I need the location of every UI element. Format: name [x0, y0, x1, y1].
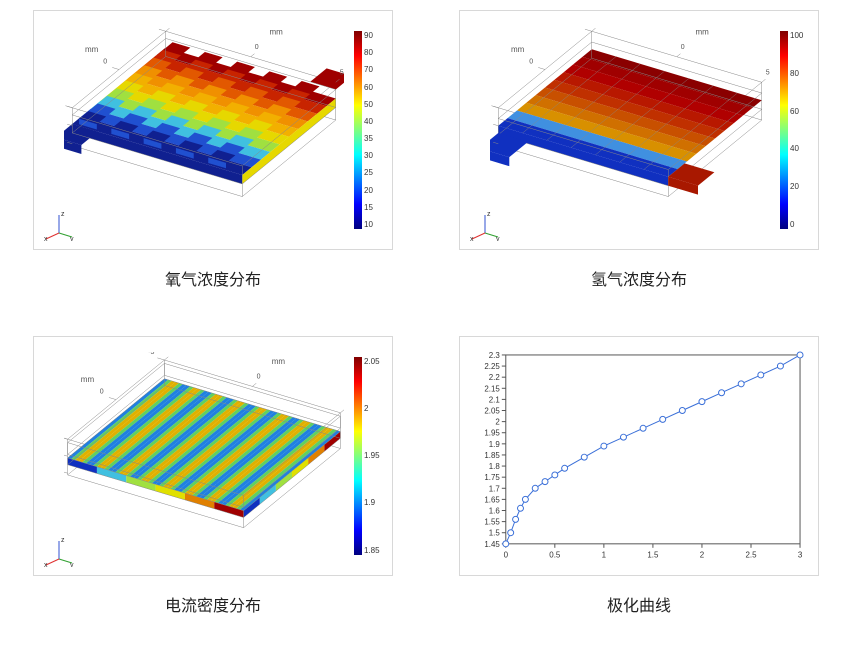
svg-text:2.3: 2.3: [489, 350, 501, 359]
colorbar-current-bar: [354, 357, 362, 555]
plot-h2: mmmm-505-505mm123 100806040200 z y x: [459, 10, 819, 250]
colorbar-o2-ticks: 908070605040353025201510: [364, 31, 373, 229]
svg-text:1.5: 1.5: [489, 528, 501, 537]
caption-h2: 氢气浓度分布: [591, 266, 687, 290]
svg-text:2.15: 2.15: [484, 384, 500, 393]
svg-text:1.7: 1.7: [489, 484, 501, 493]
svg-text:mm: mm: [81, 375, 95, 384]
svg-text:1.65: 1.65: [484, 495, 500, 504]
figure-grid: mm mm -5 0 5 -5 0 5 mm 1 2 3 9080706050403530252015…: [30, 10, 822, 641]
svg-text:-5: -5: [150, 26, 156, 27]
panel-current: mmmm-505-505mm123 2.0521.951.91.85 z y x…: [30, 336, 396, 642]
triad-o2: z y x: [44, 211, 74, 241]
colorbar-o2-bar: [354, 31, 362, 229]
svg-text:0.5: 0.5: [549, 550, 561, 559]
plot-polarization: 0 0.5 1 1.5 2 2.5 3 1.45 1.5 1.55 1.6 1.65 1.7 1.75 1.…: [459, 336, 819, 576]
svg-text:1.75: 1.75: [484, 473, 500, 482]
svg-text:z: z: [61, 537, 65, 544]
svg-text:5: 5: [766, 70, 770, 77]
o2-3d-svg: mmmm-505-505mm123: [64, 26, 344, 231]
svg-text:0: 0: [255, 44, 259, 51]
svg-text:mm: mm: [272, 356, 286, 365]
h2-3d-svg: mmmm-505-505mm123: [490, 26, 770, 231]
caption-o2: 氧气浓度分布: [165, 266, 261, 290]
polarization-svg: 0 0.5 1 1.5 2 2.5 3 1.45 1.5 1.55 1.6 1.65 1.7 1.75 1.…: [470, 347, 808, 566]
svg-text:1.45: 1.45: [484, 539, 500, 548]
svg-text:0: 0: [529, 59, 533, 66]
caption-polarization: 极化曲线: [607, 592, 671, 616]
colorbar-h2-ticks: 100806040200: [790, 31, 803, 229]
triad-h2: z y x: [470, 211, 500, 241]
svg-text:0: 0: [257, 373, 261, 380]
svg-text:1.5: 1.5: [647, 550, 659, 559]
svg-text:0: 0: [681, 44, 685, 51]
svg-text:1.95: 1.95: [484, 428, 500, 437]
svg-text:2.1: 2.1: [489, 395, 501, 404]
svg-text:-5: -5: [169, 352, 175, 354]
svg-text:y: y: [496, 236, 500, 241]
svg-text:5: 5: [340, 70, 344, 77]
panel-h2: mmmm-505-505mm123 100806040200 z y x 氢气浓…: [456, 10, 822, 316]
svg-text:2.5: 2.5: [745, 550, 757, 559]
svg-text:2.05: 2.05: [484, 406, 500, 415]
svg-text:mm: mm: [511, 45, 525, 54]
svg-text:mm: mm: [269, 27, 283, 36]
triad-current: z y x: [44, 537, 74, 567]
caption-current: 电流密度分布: [165, 592, 261, 616]
svg-text:1.85: 1.85: [484, 450, 500, 459]
colorbar-current-ticks: 2.0521.951.91.85: [364, 357, 380, 555]
panel-o2: mmmm-505-505mm123 9080706050403530252015…: [30, 10, 396, 316]
svg-text:0: 0: [103, 59, 107, 66]
svg-text:3: 3: [798, 550, 803, 559]
svg-text:2.2: 2.2: [489, 373, 501, 382]
svg-text:0: 0: [504, 550, 509, 559]
svg-text:x: x: [470, 236, 474, 241]
svg-text:0: 0: [100, 388, 104, 395]
svg-text:2.25: 2.25: [484, 362, 500, 371]
svg-text:1.8: 1.8: [489, 462, 501, 471]
plot-current: mmmm-505-505mm123 2.0521.951.91.85 z y x: [33, 336, 393, 576]
colorbar-o2: 908070605040353025201510: [354, 31, 384, 229]
svg-text:1: 1: [602, 550, 607, 559]
svg-text:x: x: [44, 562, 48, 567]
svg-text:-5: -5: [148, 352, 154, 356]
svg-text:mm: mm: [695, 27, 709, 36]
svg-text:1.9: 1.9: [489, 439, 501, 448]
svg-text:y: y: [70, 236, 74, 241]
svg-text:-5: -5: [576, 26, 582, 27]
colorbar-current: 2.0521.951.91.85: [354, 357, 384, 555]
svg-text:mm: mm: [85, 45, 99, 54]
panel-polarization: 0 0.5 1 1.5 2 2.5 3 1.45 1.5 1.55 1.6 1.65 1.7 1.75 1.…: [456, 336, 822, 642]
colorbar-h2-bar: [780, 31, 788, 229]
plot-o2: mmmm-505-505mm123 9080706050403530252015…: [33, 10, 393, 250]
colorbar-h2: 100806040200: [780, 31, 810, 229]
svg-text:2: 2: [495, 417, 500, 426]
current-3d-svg: mmmm-505-505mm123: [64, 352, 344, 557]
svg-text:1.6: 1.6: [489, 506, 501, 515]
svg-text:z: z: [487, 211, 491, 218]
svg-text:z: z: [61, 211, 65, 218]
svg-text:2: 2: [700, 550, 705, 559]
svg-text:x: x: [44, 236, 48, 241]
svg-text:y: y: [70, 562, 74, 567]
svg-text:1.55: 1.55: [484, 517, 500, 526]
